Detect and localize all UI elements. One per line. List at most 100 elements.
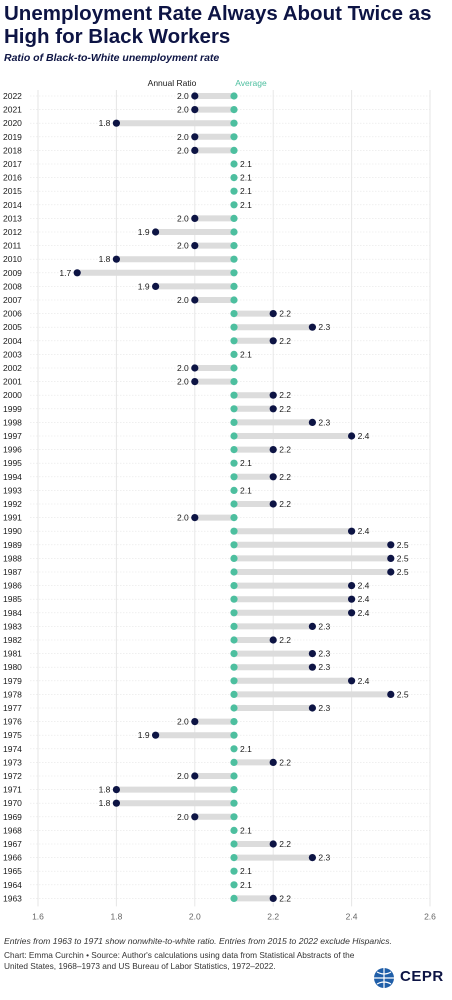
annual-ratio-dot [308,650,316,658]
annual-ratio-dot [191,514,199,522]
average-dot [230,187,238,195]
table-row: 2020 1.8 [3,118,430,128]
annual-ratio-dot [269,500,277,508]
average-dot [230,609,238,617]
annual-ratio-dot [308,704,316,712]
average-dot [230,636,238,644]
year-label: 1979 [3,676,22,686]
year-label: 2005 [3,322,22,332]
average-dot [230,255,238,263]
data-label: 2.3 [318,703,330,713]
table-row: 1966 2.3 [3,853,430,863]
annual-ratio-dot [191,364,199,372]
average-dot [230,826,238,835]
data-label: 2.3 [318,417,330,427]
annual-ratio-dot [308,323,316,331]
average-dot [230,473,238,481]
data-label: 2.1 [240,744,252,754]
average-dot [230,486,238,494]
average-dot [230,459,238,467]
average-dot [230,622,238,631]
year-label: 2015 [3,186,22,196]
average-dot [230,854,238,862]
year-label: 1963 [3,893,22,903]
annual-ratio-dot [191,378,199,386]
table-row: 2018 2.0 [3,145,430,155]
annual-ratio-dot [191,146,199,154]
data-label: 2.4 [358,594,370,604]
data-label: 2.1 [240,200,252,210]
table-row: 1992 2.2 [3,499,430,509]
year-label: 1968 [3,825,22,835]
data-label: 2.3 [318,621,330,631]
average-dot [230,527,238,535]
data-label: 1.8 [99,798,111,808]
dot-range-chart: Annual Ratio Average 2022 2.0 2021 2.0 2020 1… [3,78,436,921]
data-label: 2.0 [177,513,189,523]
x-tick-label: 2.6 [424,911,436,921]
average-dot [230,310,238,318]
table-row: 1994 2.2 [3,472,430,482]
table-row: 1998 2.3 [3,417,430,427]
data-label: 2.4 [358,676,370,686]
annual-ratio-dot [152,731,160,739]
x-tick-label: 2.4 [346,911,358,921]
annual-ratio-dot [152,282,160,290]
data-label: 2.3 [318,853,330,863]
average-dot [230,323,238,331]
data-label: 2.0 [177,241,189,251]
average-dot [230,228,238,236]
year-label: 2006 [3,309,22,319]
table-row: 2008 1.9 [3,281,430,291]
table-row: 2013 2.0 [3,213,430,223]
x-tick-label: 2.2 [267,911,279,921]
year-label: 1994 [3,472,22,482]
data-label: 2.4 [358,431,370,441]
year-label: 1995 [3,458,22,468]
year-label: 1996 [3,445,22,455]
table-row: 2010 1.8 [3,254,430,264]
average-dot [230,242,238,250]
average-dot [230,554,238,562]
data-label: 2.1 [240,186,252,196]
average-dot [230,500,238,508]
data-label: 2.2 [279,309,291,319]
legend-annual-ratio: Annual Ratio [148,78,197,88]
data-label: 2.4 [358,608,370,618]
table-row: 1967 2.2 [3,839,430,849]
annual-ratio-dot [269,840,277,848]
legend-average: Average [235,78,267,88]
average-dot [230,650,238,658]
logo-text: CEPR [400,968,444,985]
year-label: 1989 [3,540,22,550]
table-row: 2002 2.0 [3,363,430,373]
annual-ratio-dot [348,677,356,685]
year-label: 1983 [3,621,22,631]
table-row: 2005 2.3 [3,322,430,332]
table-row: 1969 2.0 [3,812,430,822]
average-dot [230,582,238,590]
data-label: 2.1 [240,458,252,468]
table-row: 1990 2.4 [3,526,430,536]
data-label: 2.0 [177,295,189,305]
year-label: 1974 [3,744,22,754]
average-dot [230,119,238,127]
table-row: 1965 2.1 [3,866,430,876]
year-label: 2016 [3,173,22,183]
table-row: 1996 2.2 [3,445,430,455]
year-label: 1978 [3,689,22,699]
average-dot [230,446,238,454]
table-row: 2009 1.7 [3,268,430,278]
data-label: 2.4 [358,581,370,591]
average-dot [230,663,238,671]
annual-ratio-dot [387,541,395,549]
year-label: 1997 [3,431,22,441]
annual-ratio-dot [308,854,316,862]
data-label: 2.0 [177,132,189,142]
annual-ratio-dot [112,799,120,807]
average-dot [230,92,238,100]
average-dot [230,146,238,154]
table-row: 2011 2.0 [3,241,430,251]
data-label: 2.2 [279,404,291,414]
year-label: 1985 [3,594,22,604]
